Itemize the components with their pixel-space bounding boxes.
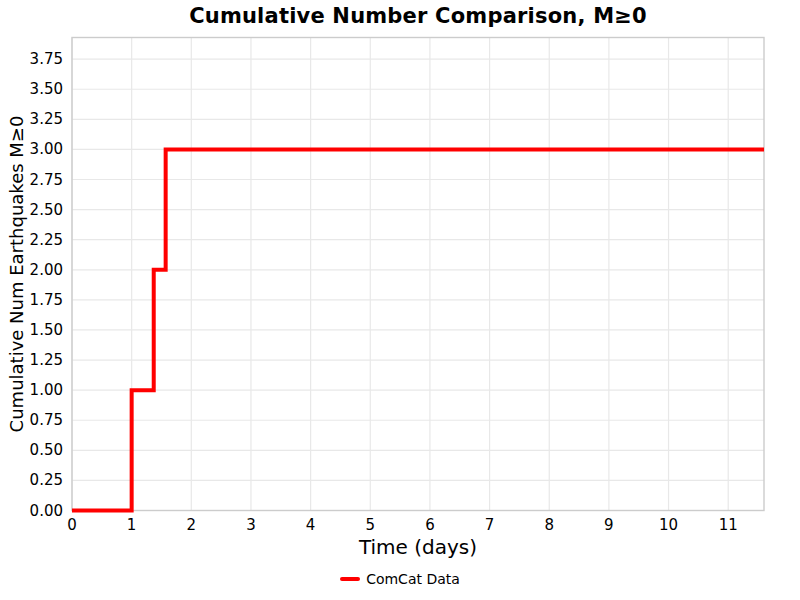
y-tick-label: 3.75 [0,52,63,67]
x-tick-label: 0 [67,518,77,533]
x-tick-label: 1 [127,518,137,533]
x-tick-label: 9 [604,518,614,533]
figure: Cumulative Number Comparison, M≥0 012345… [0,0,800,600]
legend-label-comcat: ComCat Data [366,571,460,587]
x-axis-label: Time (days) [72,535,764,559]
x-tick-label: 6 [425,518,435,533]
x-tick-label: 2 [187,518,197,533]
legend-line-marker-comcat [340,577,360,581]
x-tick-label: 3 [246,518,256,533]
y-tick-label: 0.25 [0,473,63,488]
x-tick-label: 4 [306,518,316,533]
x-tick-label: 8 [544,518,554,533]
x-tick-label: 7 [485,518,495,533]
x-tick-label: 5 [365,518,375,533]
y-tick-label: 0.50 [0,443,63,458]
plot-area [0,0,800,600]
y-axis-label: Cumulative Num Earthquakes M≥0 [6,116,27,433]
x-tick-label: 10 [659,518,678,533]
y-tick-label: 0.00 [0,503,63,518]
plot-frame [72,38,764,511]
legend: ComCat Data [0,571,800,587]
x-tick-label: 11 [719,518,738,533]
y-tick-label: 3.50 [0,82,63,97]
